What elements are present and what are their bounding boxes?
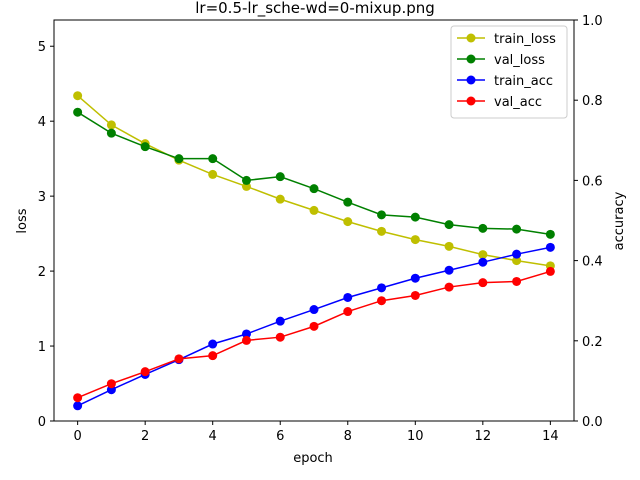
- data-point-train_loss: [512, 256, 522, 266]
- x-axis-label: epoch: [293, 451, 333, 466]
- legend-label-val_acc: val_acc: [494, 95, 542, 110]
- x-tick-label: 8: [344, 429, 352, 444]
- data-point-train_acc: [444, 265, 454, 275]
- data-point-train_loss: [444, 241, 454, 251]
- data-point-train_acc: [275, 316, 285, 326]
- y-tick-label-left: 0: [38, 415, 46, 430]
- legend-marker-val_acc: [466, 96, 476, 106]
- data-point-val_acc: [377, 296, 387, 306]
- data-point-train_loss: [309, 205, 319, 215]
- x-tick-label: 2: [141, 429, 149, 444]
- data-point-val_acc: [174, 354, 184, 364]
- data-point-val_loss: [174, 154, 184, 164]
- y-tick-label-left: 3: [38, 190, 46, 205]
- y-tick-label-right: 0.0: [582, 415, 603, 430]
- data-point-val_acc: [410, 290, 420, 300]
- data-point-val_loss: [241, 175, 251, 185]
- y-tick-label-right: 0.6: [582, 174, 603, 189]
- data-point-train_loss: [73, 91, 83, 101]
- data-point-val_acc: [208, 351, 218, 361]
- legend: train_loss val_loss train_acc val_acc: [450, 25, 568, 119]
- legend-marker-val_loss: [466, 54, 476, 64]
- data-point-val_loss: [444, 220, 454, 230]
- y-tick-label-right: 1.0: [582, 14, 603, 29]
- y-tick-label-left: 4: [38, 115, 46, 130]
- x-tick-label: 0: [73, 429, 81, 444]
- data-point-val_loss: [512, 224, 522, 234]
- data-point-val_acc: [512, 276, 522, 286]
- data-point-train_acc: [410, 273, 420, 283]
- y-tick-label-right: 0.2: [582, 335, 603, 350]
- data-point-train_acc: [377, 283, 387, 293]
- data-point-val_acc: [275, 332, 285, 342]
- data-point-train_loss: [343, 217, 353, 227]
- data-point-val_loss: [478, 223, 488, 233]
- x-tick-label: 6: [276, 429, 284, 444]
- data-point-val_loss: [73, 107, 83, 117]
- data-point-val_acc: [444, 282, 454, 292]
- data-point-train_acc: [208, 339, 218, 349]
- data-point-train_acc: [343, 292, 353, 302]
- data-point-train_acc: [478, 257, 488, 267]
- data-point-val_acc: [73, 393, 83, 403]
- data-point-val_acc: [309, 321, 319, 331]
- data-point-train_loss: [208, 169, 218, 179]
- data-point-val_loss: [545, 229, 555, 239]
- data-point-val_loss: [275, 172, 285, 182]
- x-tick-label: 10: [407, 429, 424, 444]
- legend-label-train_loss: train_loss: [494, 32, 556, 47]
- data-point-train_loss: [377, 226, 387, 236]
- data-point-train_acc: [309, 305, 319, 315]
- data-point-train_acc: [73, 401, 83, 411]
- data-point-val_acc: [478, 278, 488, 288]
- x-tick-label: 14: [542, 429, 559, 444]
- y-tick-label-left: 1: [38, 340, 46, 355]
- data-point-val_acc: [545, 266, 555, 276]
- data-point-val_loss: [208, 154, 218, 164]
- series-layer: [73, 91, 555, 411]
- y-tick-label-left: 5: [38, 40, 46, 55]
- data-point-train_loss: [478, 250, 488, 260]
- data-point-train_acc: [545, 242, 555, 252]
- data-point-train_loss: [106, 120, 116, 130]
- data-point-train_acc: [512, 249, 522, 259]
- data-point-val_acc: [241, 335, 251, 345]
- data-point-train_loss: [410, 235, 420, 245]
- legend-marker-train_loss: [466, 33, 476, 43]
- data-point-train_acc: [241, 329, 251, 339]
- data-point-val_acc: [140, 367, 150, 377]
- y-axis-label-right: accuracy: [612, 191, 627, 250]
- data-point-val_loss: [140, 142, 150, 152]
- legend-label-val_loss: val_loss: [494, 53, 545, 68]
- y-tick-label-right: 0.8: [582, 94, 603, 109]
- y-axis-label-left: loss: [15, 208, 30, 233]
- legend-label-train_acc: train_acc: [494, 74, 553, 89]
- data-point-val_loss: [106, 128, 116, 138]
- data-point-val_loss: [377, 210, 387, 220]
- legend-marker-train_acc: [466, 75, 476, 85]
- legend-box: [450, 25, 568, 119]
- plot-frame: [53, 19, 575, 422]
- chart-title: lr=0.5-lr_sche-wd=0-mixup.png: [195, 0, 435, 18]
- y-tick-label-left: 2: [38, 265, 46, 280]
- data-point-val_loss: [410, 212, 420, 222]
- y-tick-label-right: 0.4: [582, 255, 603, 270]
- x-tick-label: 4: [209, 429, 217, 444]
- data-point-val_acc: [343, 307, 353, 317]
- data-point-val_loss: [309, 184, 319, 194]
- data-point-train_loss: [275, 194, 285, 204]
- x-tick-label: 12: [475, 429, 492, 444]
- data-point-val_acc: [106, 379, 116, 389]
- data-point-val_loss: [343, 197, 353, 207]
